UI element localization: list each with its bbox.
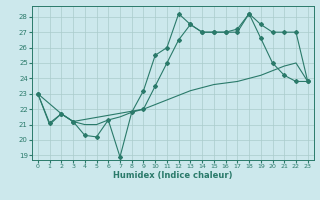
X-axis label: Humidex (Indice chaleur): Humidex (Indice chaleur) bbox=[113, 171, 233, 180]
